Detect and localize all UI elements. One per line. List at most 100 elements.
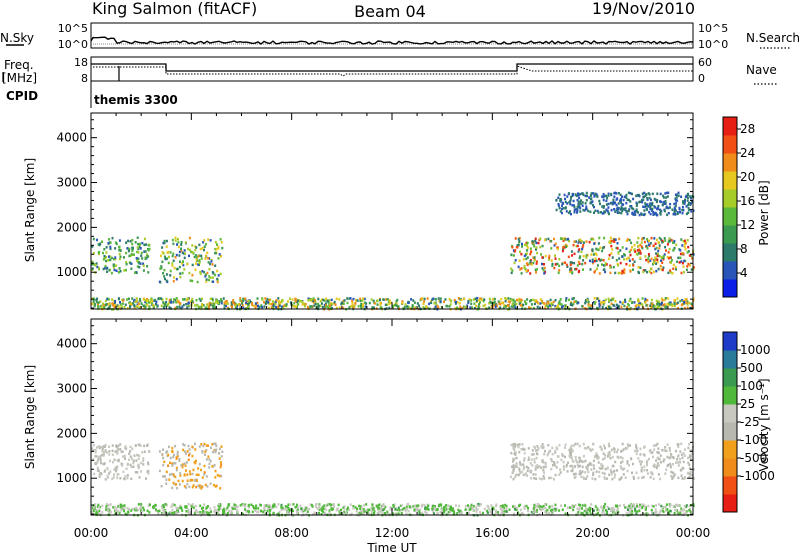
scatter-dot — [321, 509, 324, 513]
scatter-dot — [625, 506, 628, 509]
beam-title: Beam 04 — [354, 2, 426, 21]
scatter-dot — [670, 239, 673, 242]
scatter-dot — [285, 303, 288, 306]
scatter-dot — [269, 509, 272, 512]
scatter-dot — [614, 460, 617, 464]
scatter-dot — [126, 506, 129, 510]
scatter-dot — [320, 507, 323, 511]
scatter-dot — [179, 474, 182, 477]
scatter-dot — [683, 448, 686, 451]
scatter-dot — [405, 505, 408, 509]
scatter-dot — [627, 209, 630, 213]
scatter-dot — [131, 238, 134, 242]
scatter-dot — [681, 208, 684, 212]
scatter-dot — [288, 512, 291, 516]
scatter-dot — [415, 504, 418, 508]
scatter-dot — [685, 510, 688, 513]
xtick-label: 16:00 — [475, 526, 510, 540]
scatter-dot — [432, 506, 435, 509]
scatter-dot — [587, 209, 590, 213]
scatter-dot — [654, 242, 657, 245]
scatter-dot — [221, 246, 224, 250]
scatter-dot — [666, 455, 669, 459]
scatter-dot — [680, 507, 683, 510]
scatter-dot — [119, 443, 122, 446]
scatter-dot — [650, 306, 653, 310]
scatter-dot — [533, 445, 536, 449]
scatter-dot — [690, 197, 692, 200]
scatter-dot — [605, 477, 608, 480]
scatter-dot — [385, 307, 388, 310]
scatter-dot — [202, 506, 204, 510]
scatter-dot — [642, 205, 645, 208]
scatter-dot — [548, 506, 551, 509]
scatter-dot — [91, 447, 94, 450]
scatter-dot — [649, 304, 652, 307]
scatter-dot — [204, 273, 207, 276]
scatter-dot — [148, 305, 151, 308]
scatter-dot — [581, 262, 584, 266]
scatter-dot — [456, 512, 459, 515]
scatter-dot — [113, 301, 116, 304]
scatter-dot — [535, 466, 538, 469]
scatter-dot — [589, 512, 592, 516]
colorbar-segment — [723, 243, 737, 262]
scatter-dot — [511, 269, 514, 272]
scatter-dot — [337, 503, 340, 507]
scatter-dot — [617, 202, 620, 205]
scatter-dot — [554, 242, 557, 246]
scatter-dot — [324, 511, 326, 515]
scatter-dot — [633, 503, 635, 506]
scatter-dot — [531, 240, 534, 243]
scatter-dot — [207, 261, 210, 264]
scatter-dot — [625, 262, 628, 266]
scatter-dot — [273, 503, 276, 506]
scatter-dot — [480, 298, 483, 301]
scatter-dot — [516, 298, 518, 302]
scatter-dot — [169, 300, 172, 303]
scatter-dot — [626, 198, 629, 201]
scatter-dot — [623, 467, 626, 470]
scatter-dot — [203, 442, 206, 446]
scatter-dot — [564, 504, 566, 507]
scatter-dot — [576, 211, 578, 214]
scatter-dot — [687, 192, 689, 196]
scatter-dot — [319, 304, 322, 308]
scatter-dot — [165, 451, 168, 454]
scatter-dot — [91, 268, 94, 272]
scatter-dot — [200, 257, 203, 260]
scatter-dot — [658, 236, 661, 240]
scatter-dot — [102, 451, 105, 454]
scatter-dot — [665, 503, 668, 506]
scatter-dot — [573, 261, 576, 265]
scatter-dot — [191, 454, 194, 458]
scatter-dot — [625, 196, 628, 199]
scatter-dot — [352, 505, 355, 508]
scatter-dot — [378, 507, 380, 510]
scatter-dot — [277, 297, 280, 300]
scatter-dot — [650, 508, 653, 512]
scatter-dot — [592, 238, 595, 241]
scatter-dot — [126, 298, 129, 301]
scatter-dot — [623, 304, 626, 308]
scatter-dot — [604, 446, 606, 450]
scatter-dot — [278, 300, 281, 303]
scatter-dot — [101, 510, 104, 514]
scatter-dot — [155, 508, 157, 511]
scatter-dot — [200, 443, 203, 446]
scatter-dot — [685, 301, 688, 305]
scatter-dot — [598, 305, 601, 308]
scatter-dot — [652, 210, 655, 214]
scatter-dot — [281, 305, 284, 308]
scatter-dot — [218, 506, 221, 509]
scatter-dot — [300, 507, 303, 511]
scatter-dot — [673, 206, 676, 209]
scatter-dot — [373, 302, 376, 305]
scatter-dot — [609, 468, 612, 472]
scatter-dot — [503, 510, 506, 513]
scatter-dot — [669, 456, 672, 459]
scatter-dot — [236, 303, 239, 307]
scatter-dot — [220, 298, 222, 301]
scatter-dot — [578, 256, 581, 260]
scatter-dot — [108, 445, 110, 448]
